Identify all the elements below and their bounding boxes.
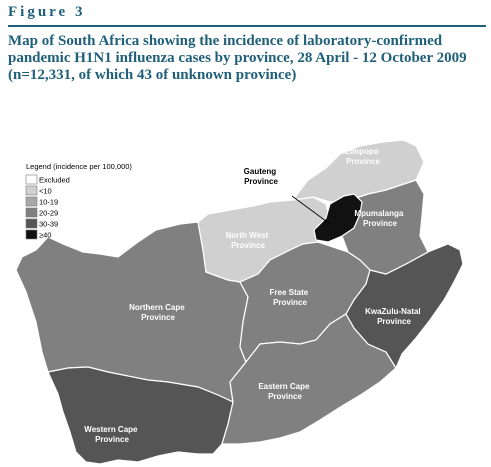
label-free-state: Free State Province — [270, 288, 311, 307]
province-gauteng — [313, 193, 363, 243]
legend-swatch — [25, 218, 38, 229]
label-gauteng: Gauteng Province — [244, 167, 279, 186]
label-limpopo: Limpopo Province — [345, 147, 381, 166]
legend-label: ≥40 — [39, 231, 51, 240]
province-kwazulu-natal — [345, 243, 464, 370]
legend-swatch — [25, 207, 38, 218]
legend-swatch — [25, 196, 38, 207]
legend-swatch — [25, 229, 38, 240]
figure-title: Map of South Africa showing the incidenc… — [8, 33, 467, 83]
legend-swatch — [25, 185, 38, 196]
legend-label: 20-29 — [39, 209, 58, 218]
legend-label: 10-19 — [39, 198, 58, 207]
south-africa-map: Legend (incidence per 100,000) Excluded <… — [15, 139, 464, 465]
province-western-cape — [47, 366, 234, 465]
legend: Legend (incidence per 100,000) Excluded <… — [25, 162, 132, 240]
legend-label: Excluded — [39, 176, 70, 185]
title-rule — [8, 25, 486, 27]
gauteng-callout-line — [291, 195, 331, 225]
legend-label: 30-39 — [39, 220, 58, 229]
map-container: Legend (incidence per 100,000) Excluded <… — [8, 132, 484, 467]
legend-title: Legend (incidence per 100,000) — [26, 162, 132, 171]
legend-swatch — [25, 174, 38, 185]
label-north-west: North West Province — [226, 231, 271, 250]
label-eastern-cape: Eastern Cape Province — [258, 382, 311, 401]
legend-label: <10 — [39, 187, 52, 196]
label-northern-cape: Northern Cape Province — [129, 303, 187, 322]
label-mpumalanga: Mpumalanga Province — [354, 209, 405, 228]
province-eastern-cape — [221, 313, 397, 445]
label-kwazulu-natal: KwaZulu-Natal Province — [365, 307, 423, 326]
figure-label: Figure 3 — [8, 4, 86, 20]
label-western-cape: Western Cape Province — [84, 425, 139, 444]
